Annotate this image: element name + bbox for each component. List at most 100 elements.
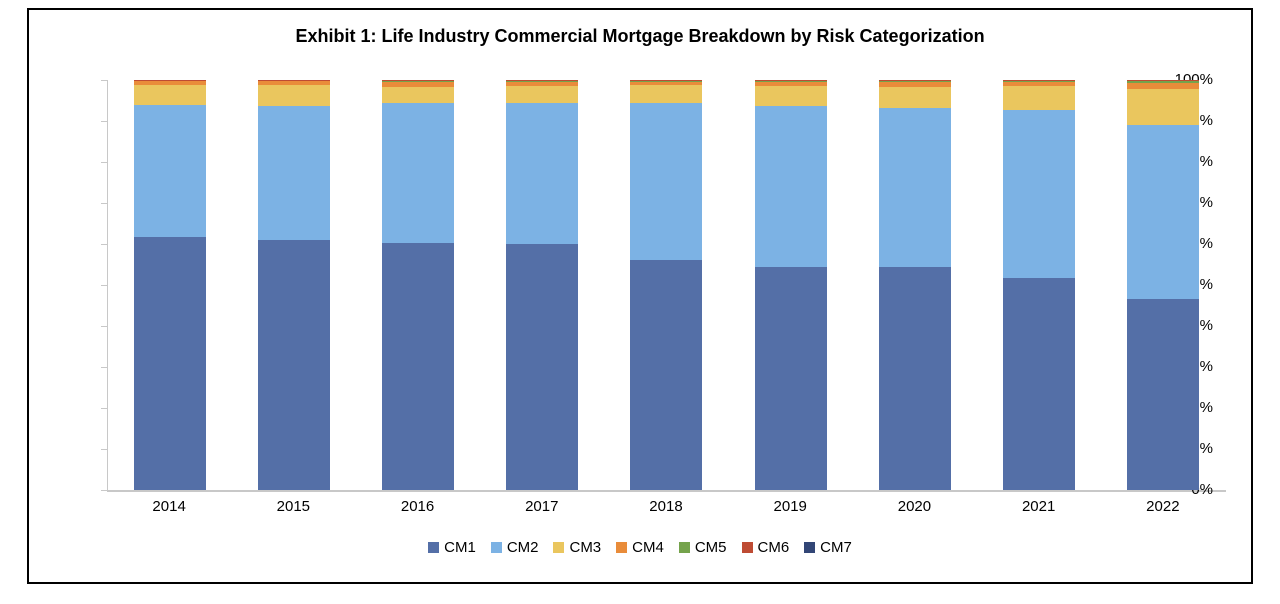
x-axis-label-2019: 2019 bbox=[773, 498, 807, 515]
legend-label: CM2 bbox=[506, 539, 539, 556]
legend: CM1 CM2 CM3 CM4 CM5 CM6 CM7 bbox=[27, 539, 1253, 556]
y-axis-tick bbox=[101, 448, 108, 450]
bar-segment-cm2-2016 bbox=[382, 102, 455, 243]
y-axis-tick bbox=[101, 202, 108, 204]
bar-segment-cm4-2014 bbox=[134, 81, 207, 86]
y-axis-tick bbox=[101, 366, 108, 368]
legend-swatch-icon bbox=[678, 542, 690, 553]
x-axis-label-2018: 2018 bbox=[649, 498, 683, 515]
x-axis-label-2015: 2015 bbox=[276, 498, 311, 515]
bar-segment-cm1-2017 bbox=[506, 243, 579, 490]
bar-segment-cm2-2020 bbox=[878, 107, 951, 268]
legend-item-cm3: CM3 bbox=[553, 539, 601, 556]
stacked-bar-2019 bbox=[754, 80, 827, 490]
legend-item-cm2: CM2 bbox=[490, 539, 539, 556]
bar-segment-cm1-2021 bbox=[1002, 278, 1075, 490]
bar-segment-cm3-2014 bbox=[134, 85, 207, 106]
bar-segment-cm3-2020 bbox=[878, 86, 951, 108]
legend-swatch-icon bbox=[804, 542, 816, 553]
bar-segment-cm4-2020 bbox=[878, 82, 951, 87]
stacked-bar-2021 bbox=[1002, 80, 1075, 490]
bar-segment-cm1-2018 bbox=[630, 259, 703, 490]
bar-segment-cm2-2018 bbox=[630, 102, 703, 260]
x-axis-label-2020: 2020 bbox=[897, 498, 932, 515]
x-axis-label-2021: 2021 bbox=[1021, 498, 1056, 515]
bar-segment-cm3-2015 bbox=[258, 84, 331, 107]
bar-segment-cm5-2020 bbox=[878, 80, 951, 83]
y-axis-tick bbox=[101, 284, 108, 286]
legend-item-cm7: CM7 bbox=[804, 539, 852, 556]
bar-segment-cm4-2017 bbox=[506, 81, 579, 86]
legend-item-cm5: CM5 bbox=[678, 539, 727, 556]
bar-segment-cm2-2017 bbox=[506, 102, 579, 244]
plot-area: 0%10%20%30%40%50%60%70%80%90%100% bbox=[101, 71, 1226, 498]
bar-segment-cm4-2016 bbox=[382, 81, 455, 87]
legend-swatch-icon bbox=[616, 542, 628, 553]
y-axis-tick bbox=[101, 489, 108, 491]
bar-segment-cm5-2021 bbox=[1002, 80, 1075, 82]
legend-item-cm6: CM6 bbox=[741, 539, 790, 556]
x-axis-label-2022: 2022 bbox=[1146, 498, 1180, 515]
chart-title: Exhibit 1: Life Industry Commercial Mort… bbox=[295, 26, 985, 46]
bar-segment-cm3-2017 bbox=[506, 85, 579, 103]
bar-segment-cm2-2019 bbox=[754, 106, 827, 268]
bar-segment-cm4-2015 bbox=[258, 81, 331, 85]
bar-segment-cm4-2022 bbox=[1126, 82, 1199, 89]
bar-segment-cm3-2022 bbox=[1126, 88, 1199, 125]
bar-segment-cm3-2016 bbox=[382, 86, 455, 103]
y-axis-tick bbox=[101, 161, 108, 163]
y-axis-tick bbox=[101, 79, 108, 81]
x-axis-label-2017: 2017 bbox=[525, 498, 559, 515]
bar-segment-cm2-2022 bbox=[1126, 124, 1199, 300]
stacked-bar-2018 bbox=[630, 80, 703, 490]
y-axis-tick bbox=[101, 407, 108, 409]
bar-segment-cm1-2016 bbox=[382, 242, 455, 490]
bar-segment-cm3-2021 bbox=[1002, 86, 1075, 111]
stacked-bar-2020 bbox=[878, 80, 951, 490]
bar-segment-cm4-2019 bbox=[754, 81, 827, 87]
legend-swatch-icon bbox=[490, 542, 502, 553]
bar-segment-cm2-2014 bbox=[134, 105, 207, 237]
stacked-bar-2014 bbox=[134, 80, 207, 490]
y-axis-tick bbox=[101, 325, 108, 327]
stacked-bar-2017 bbox=[506, 80, 579, 490]
x-axis-label-2014: 2014 bbox=[152, 498, 186, 515]
bar-segment-cm4-2021 bbox=[1002, 81, 1075, 87]
y-axis-tick bbox=[101, 120, 108, 122]
bar-segment-cm5-2018 bbox=[630, 80, 703, 82]
bar-segment-cm1-2015 bbox=[258, 240, 331, 490]
y-axis-tick bbox=[101, 243, 108, 245]
legend-label: CM4 bbox=[632, 539, 664, 556]
bar-segment-cm5-2019 bbox=[754, 80, 827, 82]
stacked-bar-2022 bbox=[1126, 80, 1199, 490]
bar-segment-cm4-2018 bbox=[630, 81, 703, 86]
bar-segment-cm1-2014 bbox=[134, 236, 207, 490]
bar-segment-cm2-2021 bbox=[1002, 110, 1075, 279]
stacked-bar-2015 bbox=[258, 80, 331, 490]
legend-label: CM5 bbox=[694, 539, 727, 556]
bar-segment-cm5-2022 bbox=[1126, 81, 1199, 83]
bar-segment-cm2-2015 bbox=[258, 106, 331, 241]
legend-item-cm4: CM4 bbox=[616, 539, 664, 556]
x-axis-labels: 2014 2015 2016 2017 2018 2019 2020 2021 2022 bbox=[107, 498, 1225, 515]
bar-segment-cm6-2022 bbox=[1126, 80, 1199, 82]
legend-swatch-icon bbox=[428, 542, 440, 553]
legend-swatch-icon bbox=[741, 542, 753, 553]
legend-label: CM1 bbox=[444, 539, 476, 556]
legend-label: CM6 bbox=[757, 539, 790, 556]
bar-segment-cm3-2018 bbox=[630, 85, 703, 103]
bars-container bbox=[108, 80, 1225, 490]
bar-segment-cm1-2019 bbox=[754, 267, 827, 490]
legend-swatch-icon bbox=[553, 542, 565, 553]
legend-label: CM7 bbox=[820, 539, 852, 556]
legend-item-cm1: CM1 bbox=[428, 539, 476, 556]
bar-segment-cm5-2017 bbox=[506, 80, 579, 82]
bar-segment-cm5-2016 bbox=[382, 80, 455, 82]
bar-segment-cm1-2022 bbox=[1126, 299, 1199, 490]
bar-segment-cm1-2020 bbox=[878, 267, 951, 490]
bar-segment-cm3-2019 bbox=[754, 86, 827, 107]
x-axis-line bbox=[107, 490, 1226, 492]
stacked-bar-2016 bbox=[382, 80, 455, 490]
legend-label: CM3 bbox=[569, 539, 602, 556]
